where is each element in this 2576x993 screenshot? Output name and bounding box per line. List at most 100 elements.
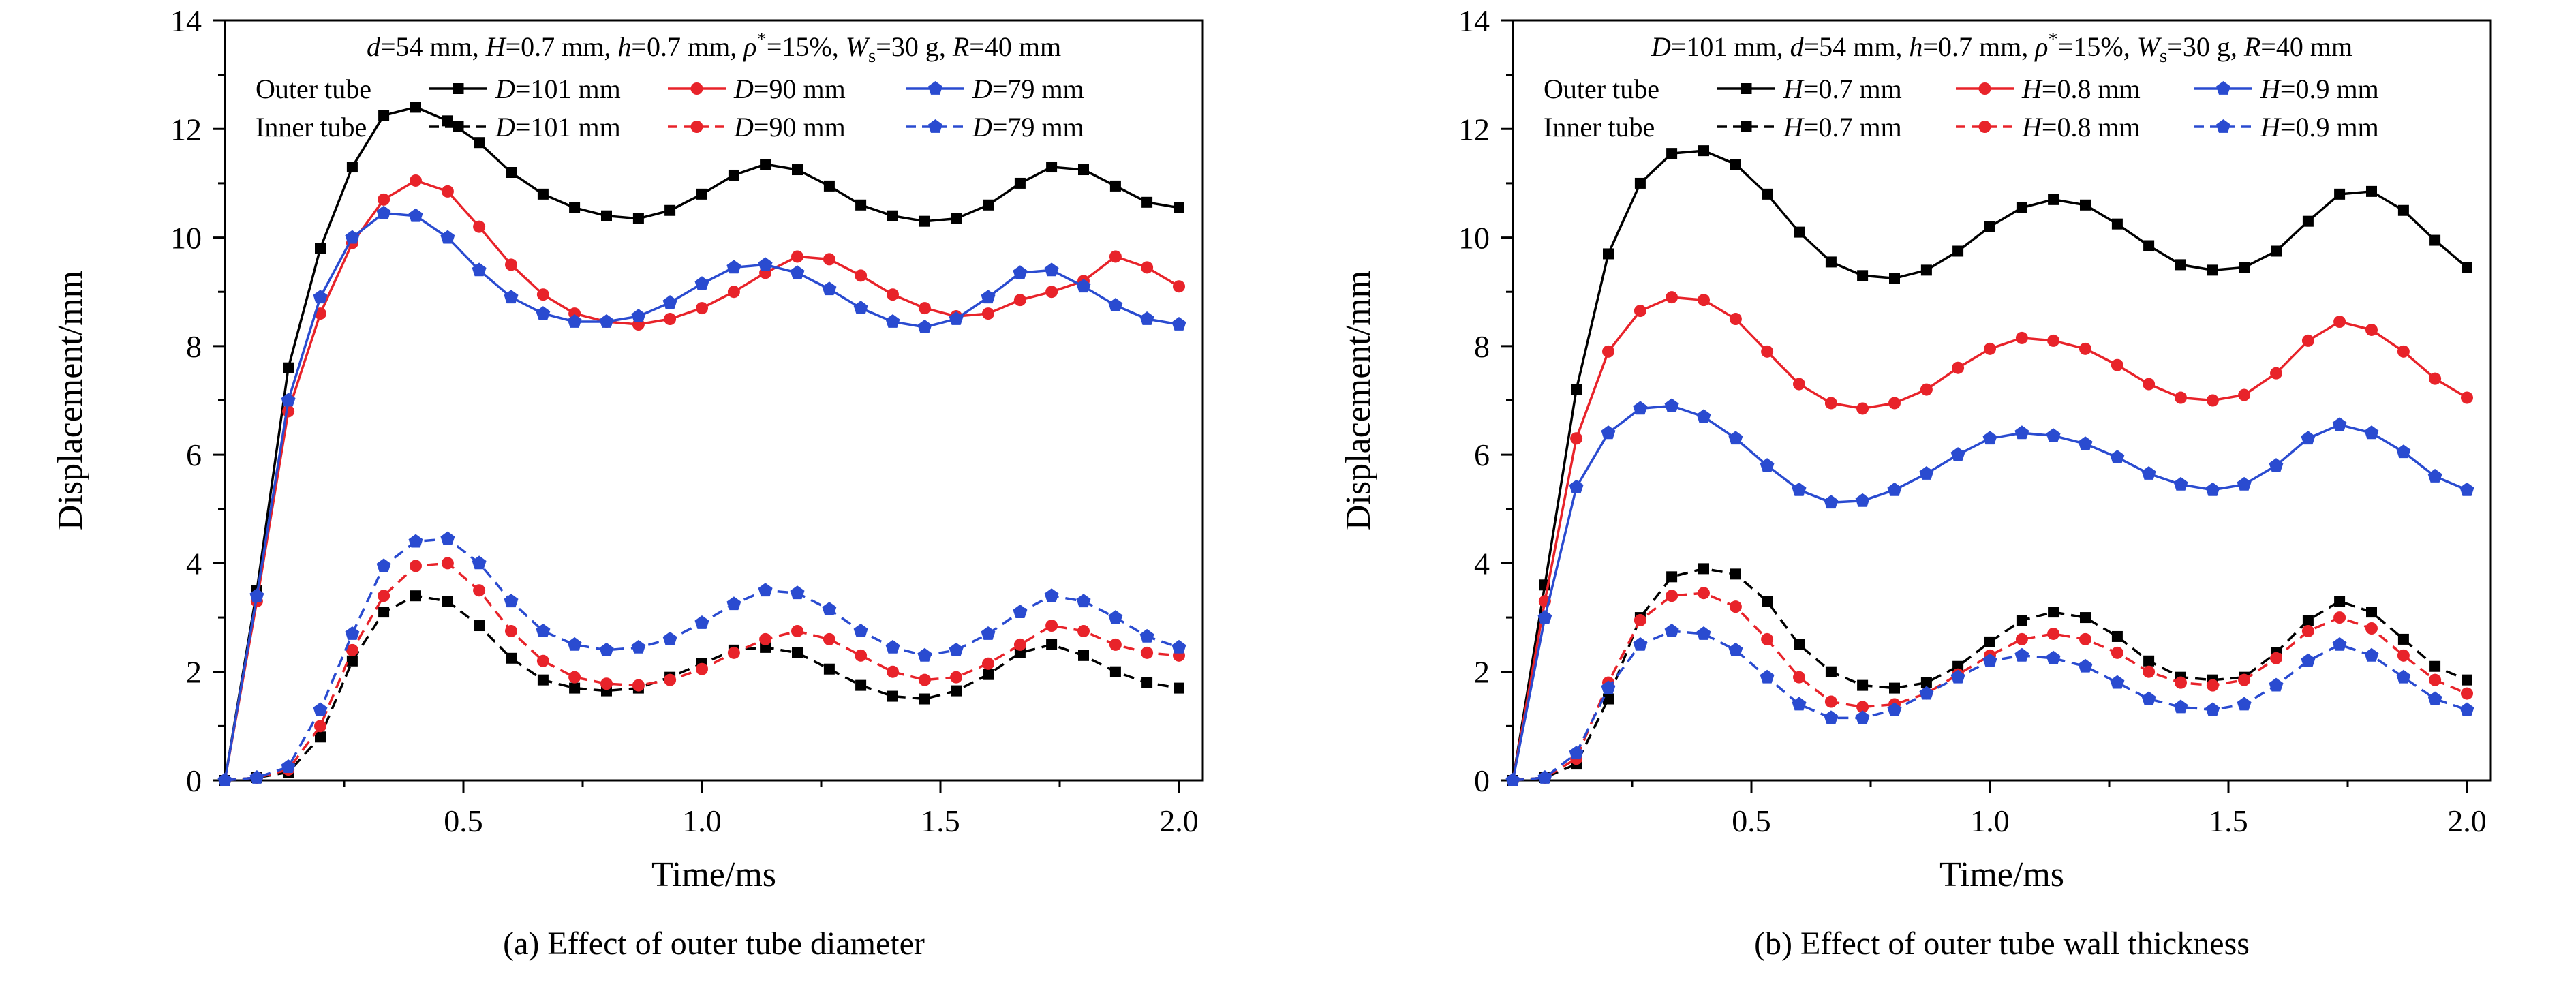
marker-square (1174, 202, 1184, 213)
marker-square (2111, 630, 2123, 642)
marker-circle (855, 649, 868, 662)
marker-pentagon (1982, 431, 1997, 445)
marker-circle (505, 258, 517, 271)
marker-pentagon (1013, 605, 1028, 618)
marker-circle (1634, 305, 1646, 318)
marker-pentagon (345, 230, 360, 244)
legend-entry-label: D=101 mm (495, 74, 621, 104)
marker-pentagon (2216, 81, 2230, 95)
marker-circle (2270, 367, 2282, 380)
marker-pentagon (2014, 425, 2029, 440)
marker-circle (1045, 286, 1058, 299)
marker-square (1920, 264, 1932, 276)
x-tick-label: 0.5 (444, 804, 483, 838)
marker-square (2429, 234, 2441, 246)
marker-pentagon (1139, 628, 1154, 643)
marker-square (983, 199, 994, 211)
marker-circle (2079, 632, 2091, 645)
marker-pentagon (726, 596, 741, 611)
marker-pentagon (2396, 444, 2411, 459)
series-inner-4 (219, 557, 1185, 786)
marker-circle (759, 632, 772, 645)
y-axis: 0 2 4 6 8 10 12 14 (1458, 3, 1513, 798)
marker-square (2175, 259, 2186, 271)
marker-circle (696, 302, 708, 315)
marker-pentagon (853, 624, 868, 637)
marker-square (1741, 83, 1752, 94)
marker-square (1109, 180, 1121, 192)
marker-square (2016, 202, 2027, 213)
marker-circle (1824, 397, 1837, 410)
marker-circle (2461, 687, 2473, 700)
marker-circle (1761, 345, 1774, 358)
marker-circle (2206, 679, 2219, 692)
marker-circle (2206, 394, 2219, 407)
y-tick-label: 8 (1474, 329, 1490, 364)
marker-circle (690, 121, 703, 133)
marker-pentagon (2216, 119, 2230, 133)
x-axis-title: Time/ms (1939, 855, 2064, 894)
marker-circle (2397, 345, 2410, 358)
marker-pentagon (313, 290, 328, 304)
marker-pentagon (1537, 610, 1552, 624)
marker-pentagon (1013, 265, 1028, 279)
marker-pentagon (1076, 279, 1091, 293)
marker-square (537, 188, 549, 200)
marker-pentagon (1139, 311, 1154, 325)
marker-circle (536, 654, 549, 667)
marker-square (1762, 596, 1773, 607)
marker-square (1014, 177, 1026, 189)
marker-pentagon (2301, 653, 2316, 667)
marker-circle (1888, 397, 1901, 410)
marker-circle (696, 662, 708, 675)
marker-circle (1761, 632, 1774, 645)
marker-circle (887, 288, 899, 301)
series-outer-2 (1505, 398, 2474, 786)
marker-pentagon (1171, 639, 1186, 654)
marker-circle (823, 253, 835, 266)
legend-outer-row: Outer tube D=101 mm D=90 mm D=79 mm (256, 74, 1084, 104)
marker-square (1603, 693, 1614, 705)
marker-pentagon (2237, 476, 2252, 491)
legend-entry-label: D=79 mm (972, 74, 1084, 104)
marker-square (951, 213, 962, 224)
legend-outer-row: Outer tube H=0.7 mm H=0.8 mm H=0.9 mm (1544, 74, 2379, 104)
marker-pentagon (1792, 482, 1807, 496)
marker-pentagon (1728, 431, 1743, 445)
marker-circle (473, 584, 486, 597)
marker-square (506, 167, 517, 178)
marker-pentagon (1855, 710, 1870, 724)
marker-square (346, 655, 358, 667)
x-tick-label: 1.5 (2209, 804, 2248, 838)
marker-pentagon (2110, 675, 2125, 689)
marker-square (2429, 660, 2441, 672)
marker-square (410, 590, 421, 602)
x-tick-label: 2.0 (2447, 804, 2487, 838)
marker-circle (2111, 358, 2123, 371)
marker-pentagon (1792, 697, 1807, 711)
marker-circle (1952, 361, 1965, 374)
marker-pentagon (345, 626, 360, 640)
marker-square (1794, 226, 1805, 238)
marker-pentagon (662, 631, 677, 645)
marker-square (378, 110, 390, 121)
marker-pentagon (536, 306, 551, 320)
marker-circle (2015, 331, 2028, 344)
chart-a: 0 2 4 6 8 10 12 14 0.5 1.0 1.5 2.0 d=54 mm, H=0.7 mm… (51, 3, 1204, 962)
marker-square (919, 693, 930, 705)
marker-circle (1109, 250, 1122, 263)
marker-pentagon (853, 301, 868, 314)
marker-circle (632, 679, 645, 692)
marker-pentagon (2141, 466, 2156, 480)
marker-circle (918, 302, 931, 315)
marker-circle (690, 82, 703, 95)
legend-group-label: Inner tube (256, 112, 367, 142)
marker-circle (441, 185, 454, 198)
marker-pentagon (2396, 669, 2411, 684)
marker-square (2397, 204, 2409, 216)
marker-circle (982, 657, 994, 670)
marker-pentagon (885, 639, 900, 654)
marker-pentagon (981, 290, 996, 304)
marker-pentagon (440, 531, 455, 545)
marker-circle (2175, 676, 2187, 689)
